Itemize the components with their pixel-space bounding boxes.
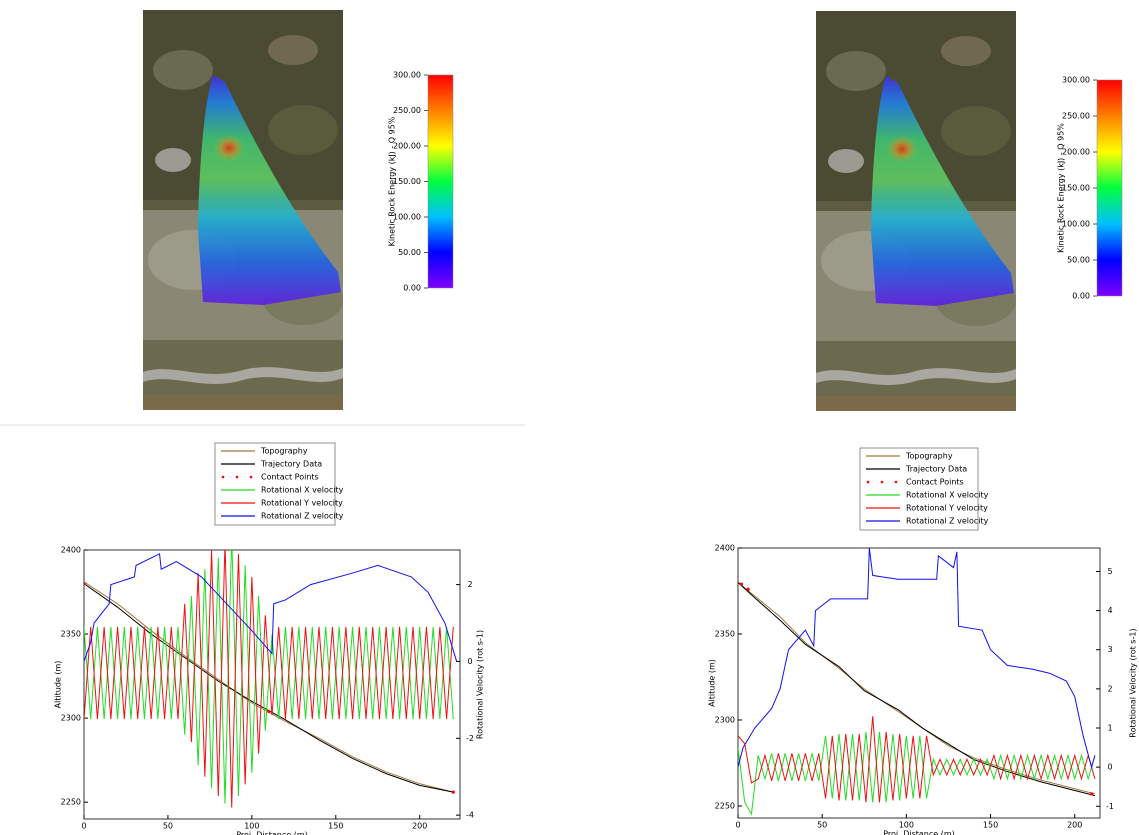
y2-tick-label: 2: [467, 580, 472, 589]
x-tick-label: 0: [735, 821, 740, 830]
y-axis-title: Altitude (m): [54, 661, 63, 709]
colorbar: [427, 74, 454, 289]
legend-label: Topography: [260, 447, 308, 456]
trajectory-map: [816, 11, 1016, 411]
colorbar-tick-label: 50.00: [1067, 256, 1090, 265]
colorbar-tick-label: 100.00: [393, 213, 421, 222]
y2-tick-label: -4: [466, 811, 474, 820]
legend-label: Contact Points: [261, 473, 319, 482]
y-tick-label: 2300: [61, 714, 81, 723]
legend-marker: [221, 475, 225, 479]
legend-marker: [880, 480, 884, 484]
x-tick-label: 100: [899, 821, 914, 830]
legend-label: Rotational X velocity: [261, 486, 344, 495]
colorbar-title: Kinetic Rock Energy (kJ) - Q 95%: [1057, 123, 1066, 253]
y-tick-label: 2400: [61, 546, 81, 555]
colorbar-tick-label: 200.00: [1062, 148, 1090, 157]
x-tick-label: 50: [817, 821, 827, 830]
legend-label: Rotational Z velocity: [906, 517, 989, 526]
y-tick-label: 2300: [715, 715, 735, 724]
y2-axis-title: Rotational Velocity (rot s-1): [1129, 628, 1138, 737]
x-tick-label: 200: [412, 822, 427, 831]
y2-tick-label: 4: [1107, 606, 1112, 615]
legend-label: Rotational Y velocity: [261, 499, 343, 508]
colorbar-tick-label: 200.00: [393, 142, 421, 151]
legend-marker: [894, 480, 898, 484]
contact-point: [267, 709, 271, 714]
legend-label: Rotational Z velocity: [261, 512, 344, 521]
legend-marker: [866, 480, 870, 484]
series-line: [84, 550, 454, 808]
x-tick-label: 100: [244, 822, 259, 831]
trajectory-map: [143, 10, 343, 410]
y-tick-label: 2350: [61, 630, 81, 639]
contact-point: [451, 790, 455, 794]
colorbar-tick-label: 0.00: [403, 284, 421, 293]
series-line: [84, 550, 454, 804]
colorbar: [1096, 79, 1123, 297]
plot-series: [84, 550, 458, 808]
y2-tick-label: 0: [1107, 763, 1112, 772]
series-line: [738, 731, 1096, 816]
y2-axis-title: Rotational Velocity (rot s-1): [476, 630, 485, 739]
colorbar-tick-label: 300.00: [1062, 76, 1090, 85]
series-line: [738, 582, 1096, 797]
series-line: [738, 716, 1096, 803]
legend-label: Rotational Y velocity: [906, 504, 988, 513]
plot-frame: [83, 549, 461, 820]
x-axis-title: Proj. Distance (m): [236, 831, 308, 835]
colorbar-tick-label: 250.00: [1062, 112, 1090, 121]
y2-tick-label: 5: [1107, 567, 1112, 576]
x-tick-label: 150: [328, 822, 343, 831]
contact-point: [84, 582, 86, 586]
x-tick-label: 0: [81, 822, 86, 831]
y-axis-title: Altitude (m): [708, 659, 717, 707]
y-tick-label: 2400: [715, 544, 735, 553]
series-line: [84, 553, 458, 662]
colorbar-tick-label: 250.00: [393, 106, 421, 115]
legend-marker: [249, 475, 253, 479]
legend-label: Trajectory Data: [905, 465, 967, 474]
contact-point: [746, 587, 750, 591]
legend-label: Trajectory Data: [260, 460, 322, 469]
y2-tick-label: -2: [466, 734, 474, 743]
x-tick-label: 50: [163, 822, 173, 831]
colorbar-title: Kinetic Rock Energy (kJ) - Q 95%: [388, 116, 397, 246]
colorbar-tick-label: 100.00: [1062, 220, 1090, 229]
y2-tick-label: -1: [1106, 802, 1114, 811]
y2-tick-label: 1: [1107, 724, 1112, 733]
y-tick-label: 2250: [715, 801, 735, 810]
legend-marker: [235, 475, 239, 479]
series-line: [738, 582, 1096, 795]
colorbar-tick-label: 0.00: [1072, 292, 1090, 301]
y-tick-label: 2250: [61, 798, 81, 807]
x-tick-label: 200: [1067, 821, 1082, 830]
contact-point: [739, 582, 743, 586]
y2-tick-label: 0: [467, 657, 472, 666]
x-axis-title: Proj. Distance (m): [883, 830, 955, 835]
legend-box: [859, 447, 979, 531]
colorbar-tick-label: 150.00: [1062, 184, 1090, 193]
colorbar-tick-label: 50.00: [398, 248, 421, 257]
plot-series: [738, 548, 1096, 816]
series-line: [738, 548, 1096, 769]
legend-label: Rotational X velocity: [906, 491, 989, 500]
x-tick-label: 150: [983, 821, 998, 830]
colorbar-tick-label: 300.00: [393, 71, 421, 80]
legend-label: Topography: [905, 452, 953, 461]
legend-box: [214, 442, 336, 526]
contact-point: [1089, 792, 1094, 796]
y-tick-label: 2350: [715, 629, 735, 638]
legend-label: Contact Points: [906, 478, 964, 487]
y2-tick-label: 3: [1107, 645, 1112, 654]
y2-tick-label: 2: [1107, 684, 1112, 693]
plot-frame: [737, 547, 1101, 819]
colorbar-tick-label: 150.00: [393, 177, 421, 186]
